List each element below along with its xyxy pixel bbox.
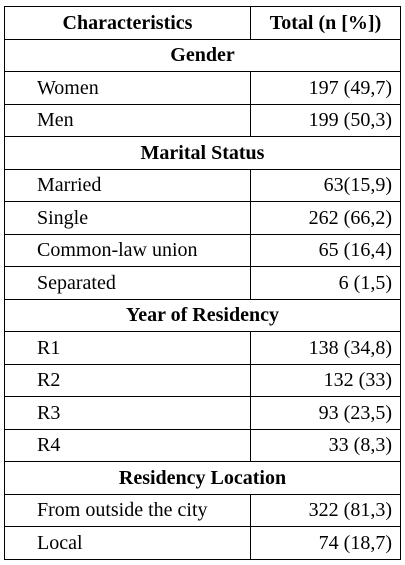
row-label: Separated	[4, 266, 251, 300]
row-value: 74 (18,7)	[250, 526, 401, 560]
table-row: Common-law union 65 (16,4)	[4, 233, 401, 267]
table-row: R3 93 (23,5)	[4, 396, 401, 430]
row-value: 199 (50,3)	[250, 103, 401, 137]
row-label: From outside the city	[4, 493, 251, 527]
table-row: R4 33 (8,3)	[4, 428, 401, 462]
section-title-residency-location: Residency Location	[4, 461, 401, 495]
column-header-characteristics: Characteristics	[4, 6, 251, 40]
row-value: 132 (33)	[250, 363, 401, 397]
header-row: Characteristics Total (n [%])	[4, 6, 401, 40]
row-value: 322 (81,3)	[250, 493, 401, 527]
row-value: 197 (49,7)	[250, 71, 401, 105]
row-label: R1	[4, 331, 251, 365]
row-label: R2	[4, 363, 251, 397]
row-value: 138 (34,8)	[250, 331, 401, 365]
row-label: Single	[4, 201, 251, 235]
section-row: Residency Location	[4, 461, 401, 495]
row-value: 262 (66,2)	[250, 201, 401, 235]
section-title-gender: Gender	[4, 38, 401, 72]
row-label: Married	[4, 168, 251, 202]
table-row: From outside the city 322 (81,3)	[4, 493, 401, 527]
row-value: 33 (8,3)	[250, 428, 401, 462]
row-value: 6 (1,5)	[250, 266, 401, 300]
row-value: 93 (23,5)	[250, 396, 401, 430]
characteristics-table: Characteristics Total (n [%]) Gender Wom…	[4, 6, 401, 560]
row-label: R3	[4, 396, 251, 430]
section-row: Marital Status	[4, 136, 401, 170]
table-row: Married 63(15,9)	[4, 168, 401, 202]
table-row: R2 132 (33)	[4, 363, 401, 397]
section-title-marital-status: Marital Status	[4, 136, 401, 170]
table-row: Men 199 (50,3)	[4, 103, 401, 137]
row-label: R4	[4, 428, 251, 462]
row-label: Local	[4, 526, 251, 560]
row-label: Common-law union	[4, 233, 251, 267]
table-row: Separated 6 (1,5)	[4, 266, 401, 300]
section-row: Gender	[4, 38, 401, 72]
column-header-total: Total (n [%])	[250, 6, 401, 40]
row-label: Men	[4, 103, 251, 137]
table-row: Local 74 (18,7)	[4, 526, 401, 560]
table-row: Single 262 (66,2)	[4, 201, 401, 235]
table-row: R1 138 (34,8)	[4, 331, 401, 365]
section-title-year-of-residency: Year of Residency	[4, 298, 401, 332]
section-row: Year of Residency	[4, 298, 401, 332]
row-value: 63(15,9)	[250, 168, 401, 202]
row-value: 65 (16,4)	[250, 233, 401, 267]
table-row: Women 197 (49,7)	[4, 71, 401, 105]
row-label: Women	[4, 71, 251, 105]
